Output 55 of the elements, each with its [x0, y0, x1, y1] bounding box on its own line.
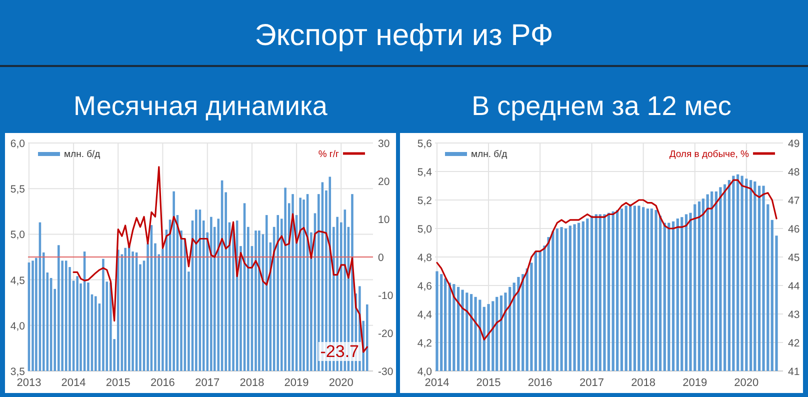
x-tick-label: 2019: [284, 377, 309, 389]
y-tick-label: 5,5: [10, 184, 26, 196]
text: Доля в добыче, %: [669, 149, 750, 160]
y2-tick-label: 41: [788, 366, 800, 378]
x-tick-label: 2020: [328, 377, 354, 389]
chart-subtitle: Месячная динамика: [74, 91, 328, 121]
y2-tick-label: 30: [378, 138, 390, 150]
y2-tick-label: 48: [788, 166, 800, 178]
text: % г/г: [318, 149, 340, 160]
y2-tick-label: 49: [788, 138, 800, 150]
x-tick-label: 2019: [682, 377, 708, 389]
y2-tick-label: 47: [788, 195, 800, 207]
y-tick-label: 4,6: [417, 280, 432, 292]
y2-tick-label: 0: [378, 252, 384, 264]
x-tick-label: 2018: [631, 377, 656, 389]
x-tick-label: 2014: [61, 377, 86, 389]
x-tick-label: 2016: [150, 377, 175, 389]
legend-label: млн. б/д: [471, 149, 508, 160]
x-tick-label: 2017: [580, 377, 604, 389]
annotation: -23.7: [320, 342, 359, 361]
y2-tick-label: 10: [378, 214, 390, 226]
x-tick-label: 2014: [424, 377, 450, 389]
x-tick-label: 2017: [195, 377, 220, 389]
legend-label: млн. б/д: [64, 149, 101, 160]
x-tick-label: 2015: [106, 377, 130, 389]
y-tick-label: 3,5: [10, 366, 26, 378]
y2-tick-label: 43: [788, 309, 800, 321]
line-series: [436, 179, 778, 340]
chart-title: Экспорт нефти из РФ: [254, 19, 554, 52]
y2-tick-label: -10: [378, 290, 394, 302]
y-tick-label: 4,2: [417, 338, 432, 350]
x-tick-label: 2016: [528, 377, 552, 389]
x-tick-label: 2018: [240, 377, 264, 389]
y-tick-label: 4,5: [10, 274, 26, 287]
y-tick-label: 5,2: [417, 195, 432, 207]
y-tick-label: 4,0: [10, 320, 26, 332]
y-tick-label: 5,0: [417, 224, 432, 236]
y-tick-label: 4,8: [417, 252, 432, 264]
y2-tick-label: -30: [378, 366, 394, 378]
y2-tick-label: 42: [788, 338, 800, 350]
chart-subtitle: В среднем за 12 мес: [472, 91, 732, 121]
y2-tick-label: 20: [378, 176, 390, 188]
y-tick-label: 4,0: [417, 366, 432, 378]
x-tick-label: 2015: [476, 377, 501, 389]
x-tick-label: 2013: [16, 377, 42, 389]
x-tick-label: 2020: [734, 377, 759, 389]
y2-tick-label: -20: [378, 328, 394, 340]
y-tick-label: 5,6: [417, 138, 432, 150]
y2-tick-label: 45: [788, 252, 800, 264]
y2-tick-label: 46: [788, 224, 800, 236]
y-tick-label: 6,0: [10, 138, 26, 150]
y2-tick-label: 44: [788, 280, 800, 292]
y-tick-label: 4,4: [417, 309, 432, 321]
y-tick-label: 5,0: [10, 229, 26, 242]
y-tick-label: 5,4: [417, 166, 432, 178]
